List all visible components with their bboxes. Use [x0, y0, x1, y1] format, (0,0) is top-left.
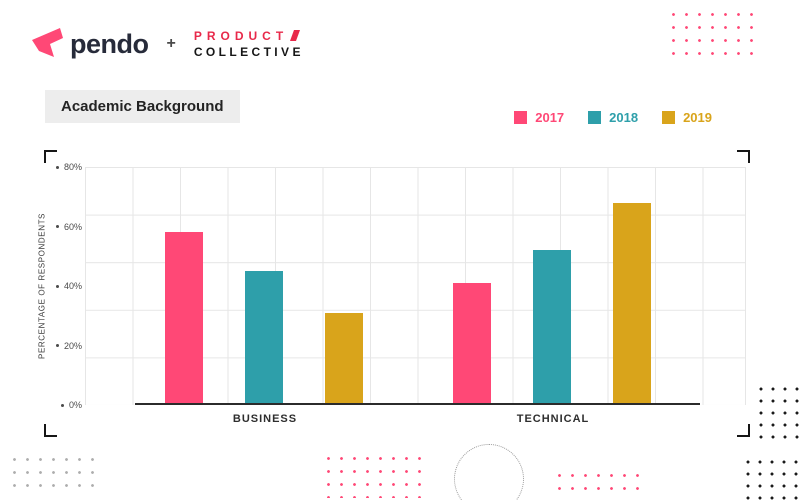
dot-pattern-right-upper [755, 383, 800, 445]
legend-swatch-icon [514, 111, 528, 124]
legend-swatch-icon [588, 111, 602, 124]
legend-item-2019: 2019 [662, 110, 712, 125]
slash-icon [290, 30, 301, 42]
y-tick-0: 0% [60, 400, 82, 410]
chart-plot-area [85, 167, 746, 405]
y-tick-40: 40% [55, 281, 82, 291]
x-axis-line [135, 403, 700, 405]
bar-business-2017 [165, 232, 203, 405]
corner-bracket-top-right [737, 150, 750, 163]
legend-label: 2018 [609, 110, 639, 125]
product-collective-line1-text: PRODUCT [193, 28, 289, 43]
tick-label: 60% [63, 221, 82, 232]
plus-separator: + [166, 35, 176, 52]
category-label-business: BUSINESS [232, 413, 298, 425]
tick-marker-icon [55, 225, 59, 228]
bar-technical-2019 [613, 202, 651, 405]
bar-group-business [165, 232, 363, 405]
legend-swatch-icon [662, 111, 676, 124]
y-tick-80: 80% [55, 162, 82, 172]
bar-business-2018 [245, 271, 283, 405]
corner-bracket-bottom-left [44, 424, 57, 437]
y-axis-label: PERCENTAGE OF RESPONDENTS [37, 213, 47, 359]
tick-marker-icon [55, 284, 59, 288]
dot-pattern-bottom-center-right [553, 469, 645, 500]
bar-technical-2017 [453, 283, 491, 405]
legend-item-2018: 2018 [588, 110, 638, 125]
tick-label: 0% [68, 400, 82, 410]
dot-pattern-top-right [667, 8, 763, 60]
product-collective-line2: COLLECTIVE [193, 45, 304, 59]
category-label-technical: TECHNICAL [516, 413, 590, 425]
legend-label: 2017 [535, 110, 565, 125]
corner-bracket-bottom-right [737, 424, 750, 437]
tick-label: 80% [63, 162, 82, 172]
legend-label: 2019 [683, 110, 712, 125]
bar-business-2019 [325, 312, 363, 405]
legend-item-2017: 2017 [514, 110, 564, 125]
chart-legend: 2017 2018 2019 [514, 110, 712, 125]
pendo-wordmark: pendo [70, 28, 149, 59]
tick-marker-icon [55, 165, 59, 169]
y-tick-60: 60% [55, 221, 82, 232]
dot-pattern-bottom-left [8, 453, 96, 493]
bar-technical-2018 [533, 250, 571, 405]
pendo-flag-icon [32, 28, 63, 57]
product-collective-line1: PRODUCT [194, 28, 304, 44]
dot-pattern-right-lower [742, 456, 800, 500]
section-title: Academic Background [45, 90, 240, 123]
tick-label: 20% [63, 340, 82, 351]
product-collective-logo: PRODUCT COLLECTIVE [194, 28, 304, 60]
corner-bracket-top-left [44, 150, 57, 163]
y-tick-20: 20% [55, 340, 82, 351]
header-logos: pendo + PRODUCT COLLECTIVE [30, 26, 304, 62]
bar-group-technical [453, 202, 651, 405]
tick-label: 40% [63, 281, 82, 291]
tick-marker-icon [55, 344, 59, 347]
tick-marker-icon [60, 403, 64, 407]
dotted-circle-decoration [454, 444, 524, 500]
y-axis-ticks: 0% 20% 40% 60% 80% [48, 162, 82, 410]
dot-pattern-bottom-center-left [322, 452, 426, 498]
pendo-logo: pendo [30, 26, 149, 62]
